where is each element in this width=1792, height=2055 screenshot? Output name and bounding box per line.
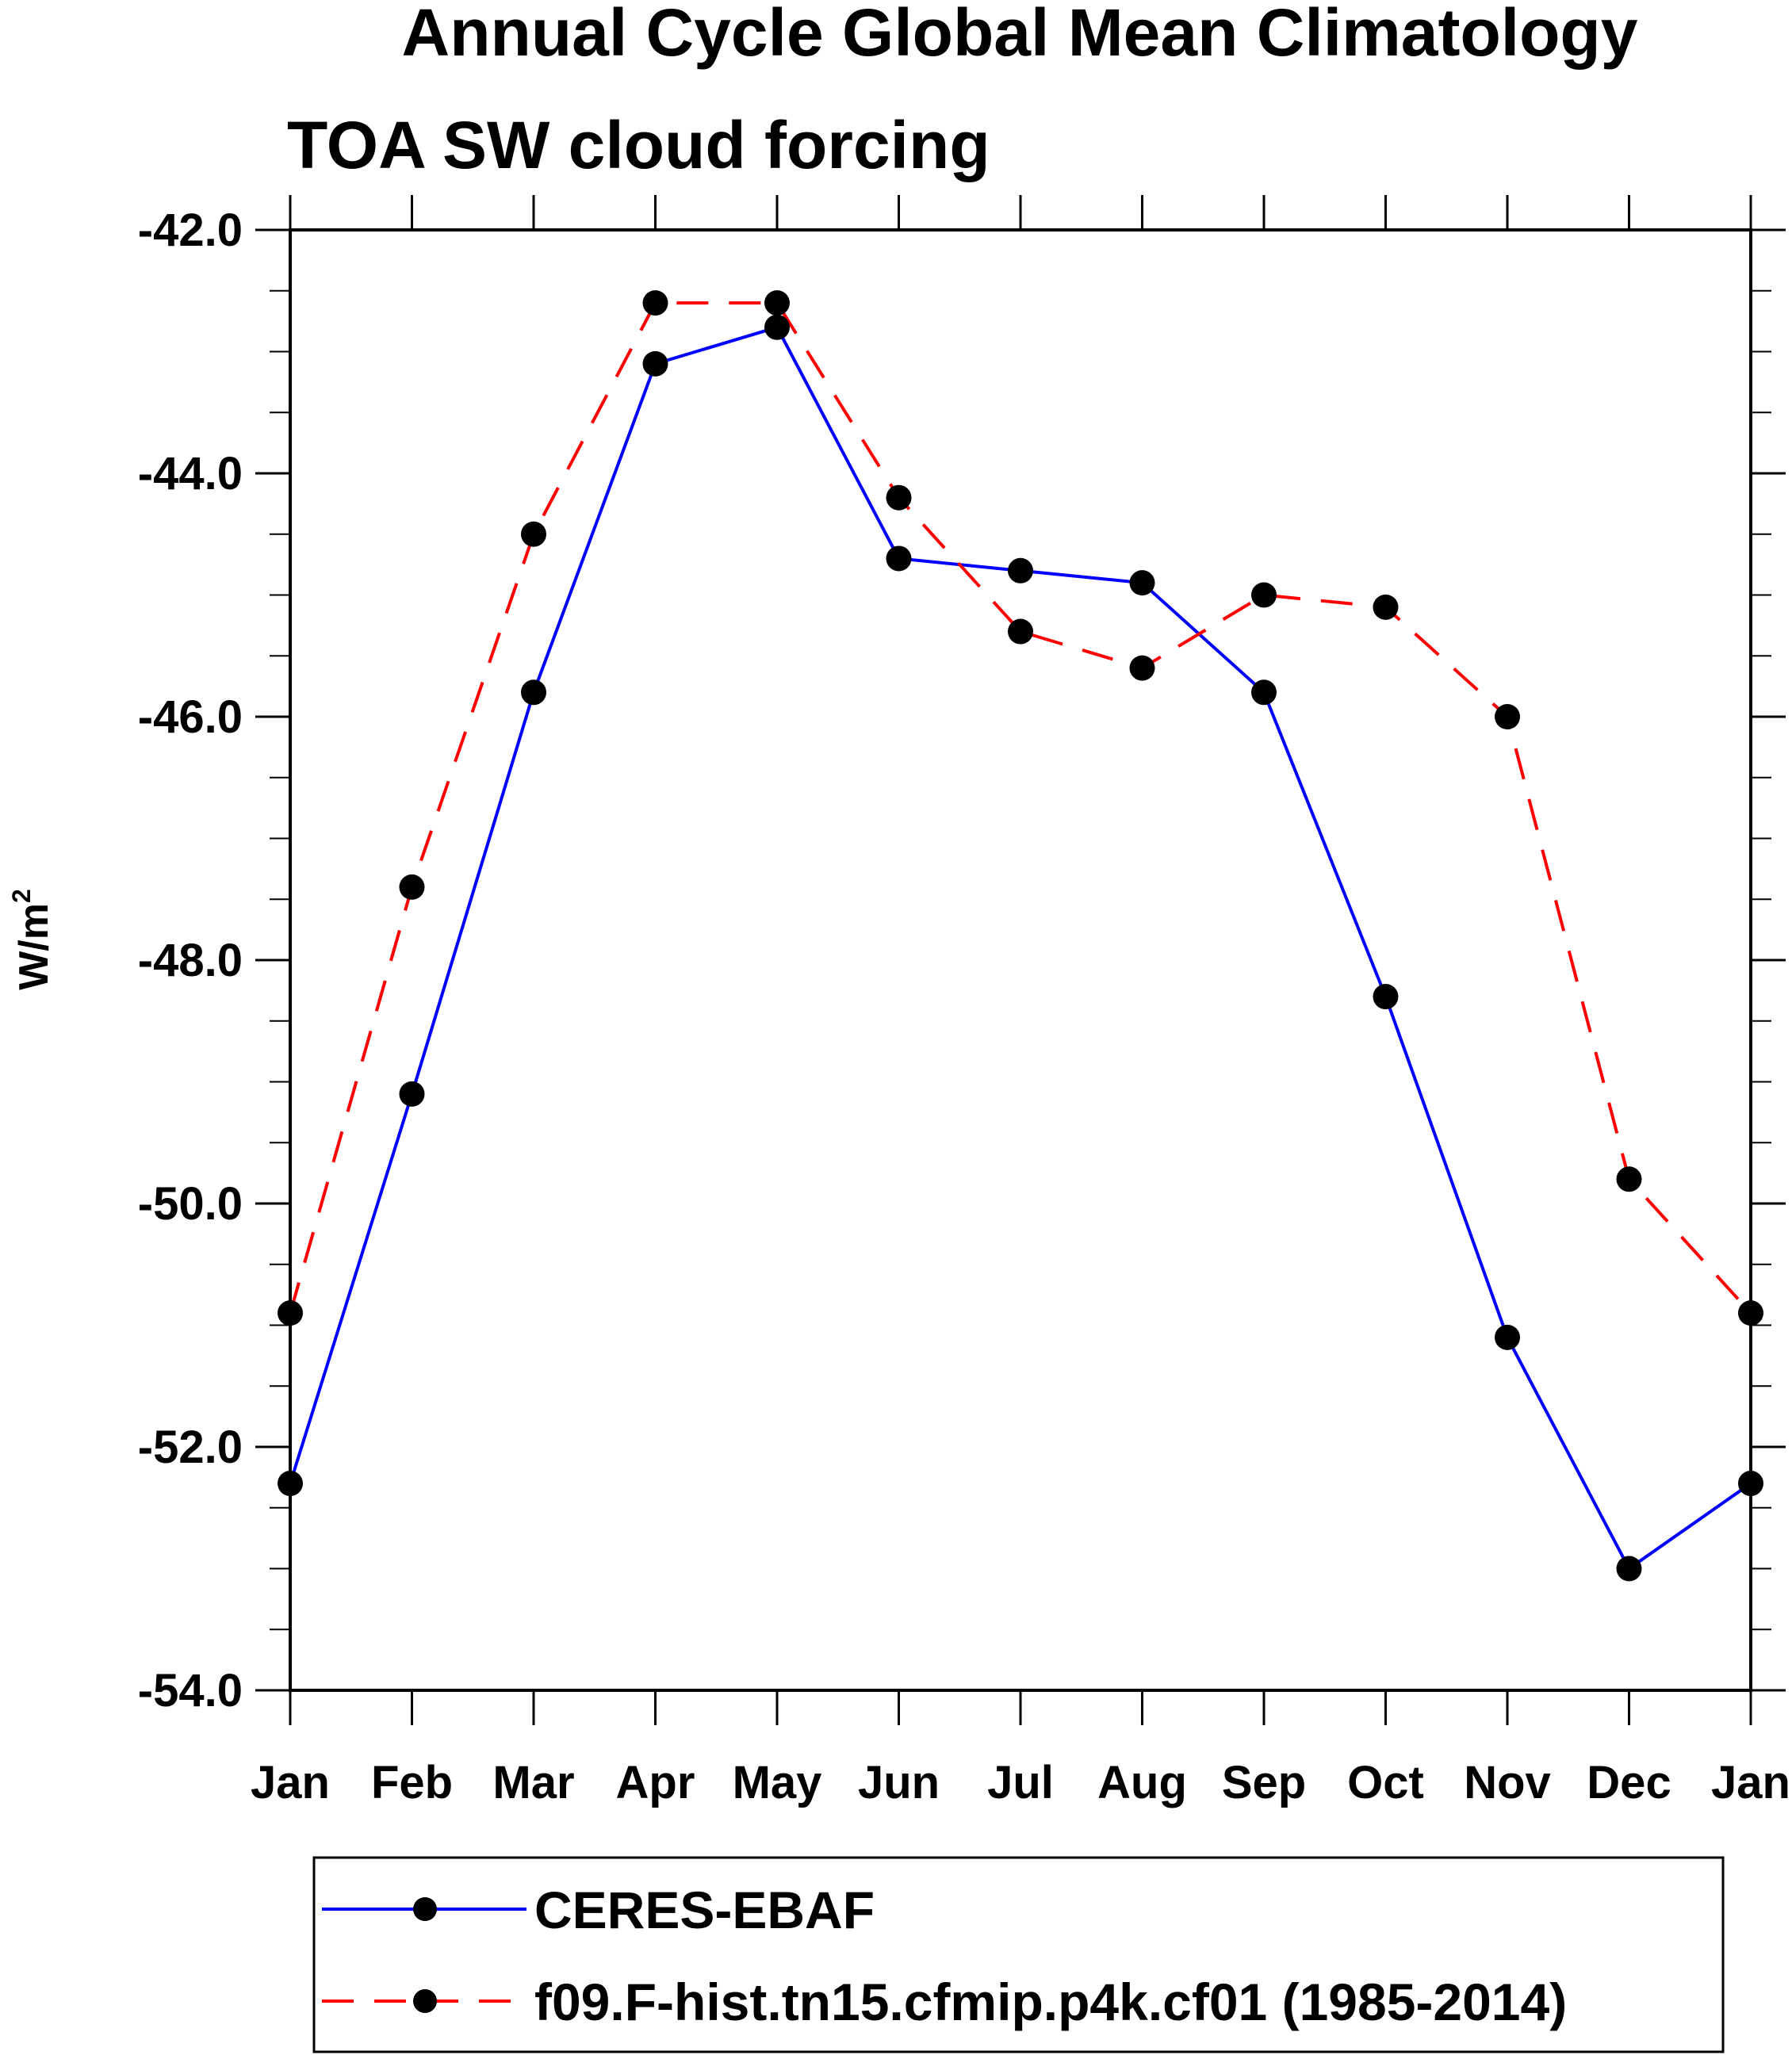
series-line-model (289, 301, 1752, 1315)
data-point-ceres (1373, 984, 1399, 1010)
data-point-model (1373, 594, 1399, 620)
x-tick-label: Jan (251, 1757, 330, 1808)
data-point-model (1008, 618, 1033, 645)
y-tick-label: -44.0 (138, 448, 243, 499)
data-point-ceres (1129, 570, 1155, 596)
y-tick-labels: -42.0 -44.0 -46.0 -48.0 -50.0 -52.0 -54.0 (138, 205, 243, 1716)
y-tick-label: -50.0 (138, 1178, 243, 1230)
x-tick-label: Apr (616, 1757, 695, 1808)
data-point-ceres (1738, 1471, 1763, 1497)
legend-box (312, 1856, 1725, 2053)
data-point-ceres (1251, 679, 1277, 706)
series-lines (289, 301, 1752, 1571)
series-line-ceres (289, 325, 1752, 1571)
plot-frame (289, 228, 1752, 1692)
x-tick-label: Jul (987, 1757, 1054, 1808)
legend-label-model: f09.F-hist.tn15.cfmip.p4k.cf01 (1985-201… (534, 1973, 1567, 2031)
series-markers (278, 290, 1763, 1582)
data-point-model (1738, 1300, 1763, 1326)
legend-marker-ceres (413, 1897, 437, 1921)
data-point-ceres (521, 679, 546, 706)
data-point-ceres (886, 545, 912, 572)
y-tick-label: -52.0 (138, 1422, 243, 1473)
x-tick-label: Mar (492, 1757, 574, 1808)
data-point-model (886, 484, 912, 511)
y-axis-label: W/m2 (7, 889, 57, 990)
data-point-model (642, 290, 668, 316)
data-point-ceres (1008, 557, 1033, 584)
x-tick-label: Feb (371, 1757, 453, 1808)
data-point-ceres (1495, 1324, 1520, 1350)
x-tick-label: May (733, 1757, 822, 1808)
y-tick-label: -46.0 (138, 691, 243, 743)
x-tick-label: Sep (1222, 1757, 1306, 1808)
x-tick-label: Dec (1587, 1757, 1671, 1808)
data-point-ceres (642, 350, 668, 377)
x-tick-labels: Jan Feb Mar Apr May Jun Jul Aug Sep Oct Nov Dec Jan (251, 1757, 1790, 1808)
legend-label-ceres: CERES-EBAF (534, 1881, 875, 1939)
data-point-ceres (1616, 1556, 1642, 1582)
data-point-model (278, 1300, 303, 1326)
data-point-ceres (278, 1471, 303, 1497)
x-tick-label: Jun (858, 1757, 940, 1808)
y-tick-label: -48.0 (138, 935, 243, 986)
data-point-model (521, 521, 546, 547)
data-point-model (1495, 704, 1520, 729)
x-tick-label: Nov (1464, 1757, 1551, 1808)
y-tick-label: -54.0 (138, 1665, 243, 1716)
minor-ticks (270, 289, 1771, 1631)
data-point-ceres (764, 314, 790, 340)
chart-title: Annual Cycle Global Mean Climatology (402, 0, 1638, 70)
x-tick-label: Oct (1347, 1757, 1424, 1808)
major-ticks (255, 195, 1786, 1725)
legend: CERES-EBAF f09.F-hist.tn15.cfmip.p4k.cf0… (312, 1856, 1725, 2053)
x-tick-label: Jan (1711, 1757, 1790, 1808)
data-point-model (1129, 655, 1155, 681)
data-point-model (1616, 1166, 1642, 1192)
data-point-model (1251, 582, 1277, 608)
legend-marker-model (413, 1989, 437, 2013)
data-point-ceres (399, 1081, 425, 1107)
data-point-model (764, 290, 790, 316)
chart-subtitle: TOA SW cloud forcing (287, 108, 990, 182)
x-tick-label: Aug (1097, 1757, 1187, 1808)
y-tick-label: -42.0 (138, 205, 243, 256)
data-point-model (399, 874, 425, 900)
